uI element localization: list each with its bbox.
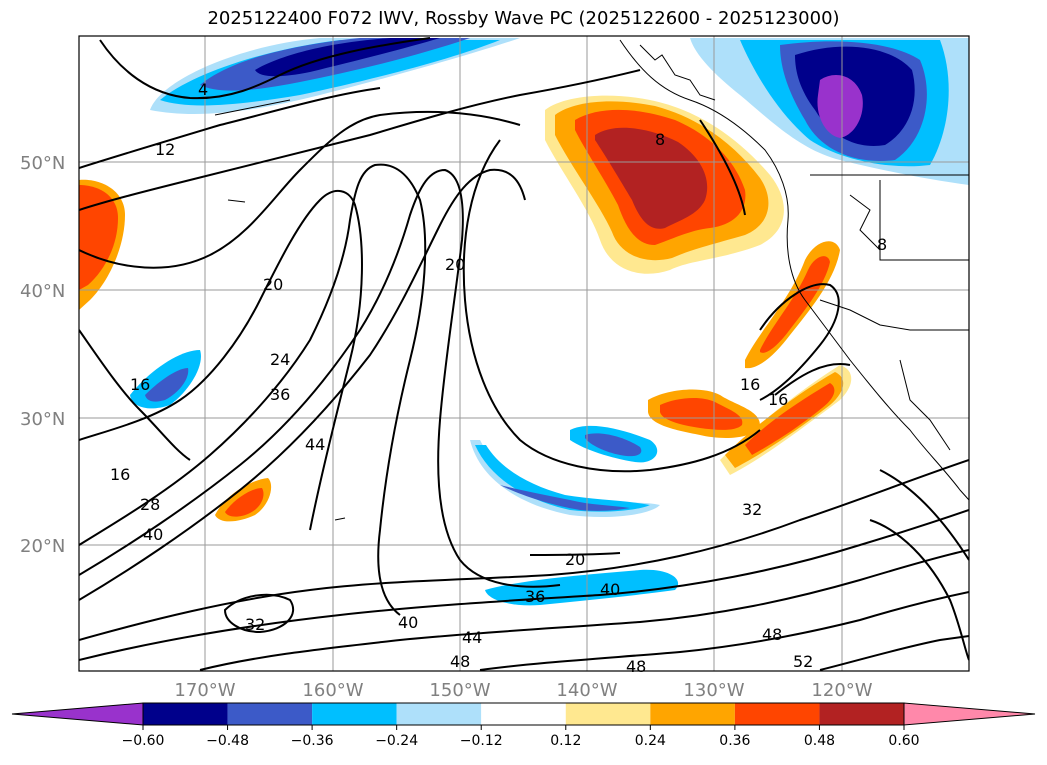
contour-label: 16 (740, 375, 760, 394)
colorbar-bin (227, 703, 313, 725)
contour-label: 40 (600, 580, 620, 599)
colorbar-bin (734, 703, 820, 725)
contour-label: 32 (742, 500, 762, 519)
contour-lines (79, 37, 969, 671)
contour-label: 44 (462, 628, 482, 647)
colorbar-bin (396, 703, 482, 725)
coastlines (214, 39, 969, 521)
colorbar-tick-label: −0.24 (375, 733, 418, 749)
anomaly-neg-northeast-purple (817, 75, 863, 138)
contour-label: 20 (263, 275, 283, 294)
colorbar-extend-min (11, 702, 144, 726)
contour-label: 32 (245, 615, 265, 634)
colorbar-bin (143, 703, 228, 725)
colorbar-tick-label: 0.48 (804, 733, 835, 749)
contour-label: 8 (877, 235, 887, 254)
colorbar-tick-label: 0.12 (550, 733, 581, 749)
anomaly-pos-west-core (79, 185, 118, 290)
colorbar-bin (650, 703, 735, 725)
contour-label-group: 4 12 20 20 24 36 44 16 16 28 40 32 40 44… (110, 80, 887, 676)
colorbar: −0.60 −0.48 −0.36 −0.24 −0.12 0.12 0.24 0.36 0.4… (11, 702, 1036, 749)
graticule (79, 36, 969, 671)
contour-label: 52 (793, 652, 813, 671)
contour-label: 28 (140, 495, 160, 514)
contour-label: 4 (198, 80, 208, 99)
contour-label: 16 (110, 465, 130, 484)
contour-label: 12 (155, 140, 175, 159)
contour-label: 8 (655, 130, 665, 149)
contour-label: 36 (525, 587, 545, 606)
colorbar-tick-label: 0.24 (635, 733, 666, 749)
lat-label: 50°N (20, 153, 65, 174)
colorbar-bin (819, 703, 904, 725)
colorbar-outline (142, 702, 905, 726)
colorbar-tick-label: −0.36 (291, 733, 334, 749)
lon-label: 150°W (429, 680, 490, 701)
anomaly-pos-small-west-core (225, 488, 264, 517)
colorbar-tick-label: −0.60 (122, 733, 165, 749)
map-title: 2025122400 F072 IWV, Rossby Wave PC (202… (207, 8, 840, 29)
lat-label: 30°N (20, 409, 65, 430)
longitude-labels: 170°W 160°W 150°W 140°W 130°W 120°W (174, 680, 872, 701)
anomaly-neg-center-core (585, 433, 642, 457)
contour-label: 48 (626, 657, 646, 676)
lon-label: 160°W (302, 680, 363, 701)
lon-label: 120°W (811, 680, 872, 701)
lon-label: 170°W (174, 680, 235, 701)
contour-label: 24 (270, 350, 290, 369)
contour-label: 20 (565, 550, 585, 569)
anomaly-neg-south (485, 569, 679, 606)
colorbar-tick-label: 0.36 (719, 733, 750, 749)
iwv-shading (79, 38, 969, 606)
anomaly-neg-south-arc-mid (475, 445, 650, 512)
lat-label: 40°N (20, 281, 65, 302)
anomaly-pos-southeast-core (745, 383, 835, 455)
map-frame (78, 35, 970, 672)
colorbar-bin (481, 703, 566, 725)
lat-label: 20°N (20, 536, 65, 557)
colorbar-bin (312, 703, 397, 725)
colorbar-tick-label: 0.60 (888, 733, 919, 749)
latitude-labels: 50°N 40°N 30°N 20°N (20, 153, 65, 557)
colorbar-tick-label: −0.12 (460, 733, 503, 749)
contour-label: 48 (450, 652, 470, 671)
anomaly-neg-south-arc-core (500, 485, 630, 511)
anomaly-pos-north-max (595, 127, 708, 229)
lon-label: 140°W (556, 680, 617, 701)
contour-label: 44 (305, 435, 325, 454)
contour-label: 20 (445, 255, 465, 274)
colorbar-bin (565, 703, 651, 725)
anomaly-pos-coast-core (760, 256, 830, 353)
contour-label: 40 (398, 613, 418, 632)
contour-label: 16 (768, 390, 788, 409)
anomaly-neg-west-core (145, 368, 189, 402)
contour-label: 48 (762, 625, 782, 644)
anomaly-pos-centereast-core (660, 398, 743, 430)
contour-label: 36 (270, 385, 290, 404)
contour-label: 16 (130, 375, 150, 394)
lon-label: 130°W (683, 680, 744, 701)
colorbar-tick-label: −0.48 (206, 733, 249, 749)
colorbar-extend-max (903, 702, 1036, 726)
contour-label: 40 (143, 525, 163, 544)
